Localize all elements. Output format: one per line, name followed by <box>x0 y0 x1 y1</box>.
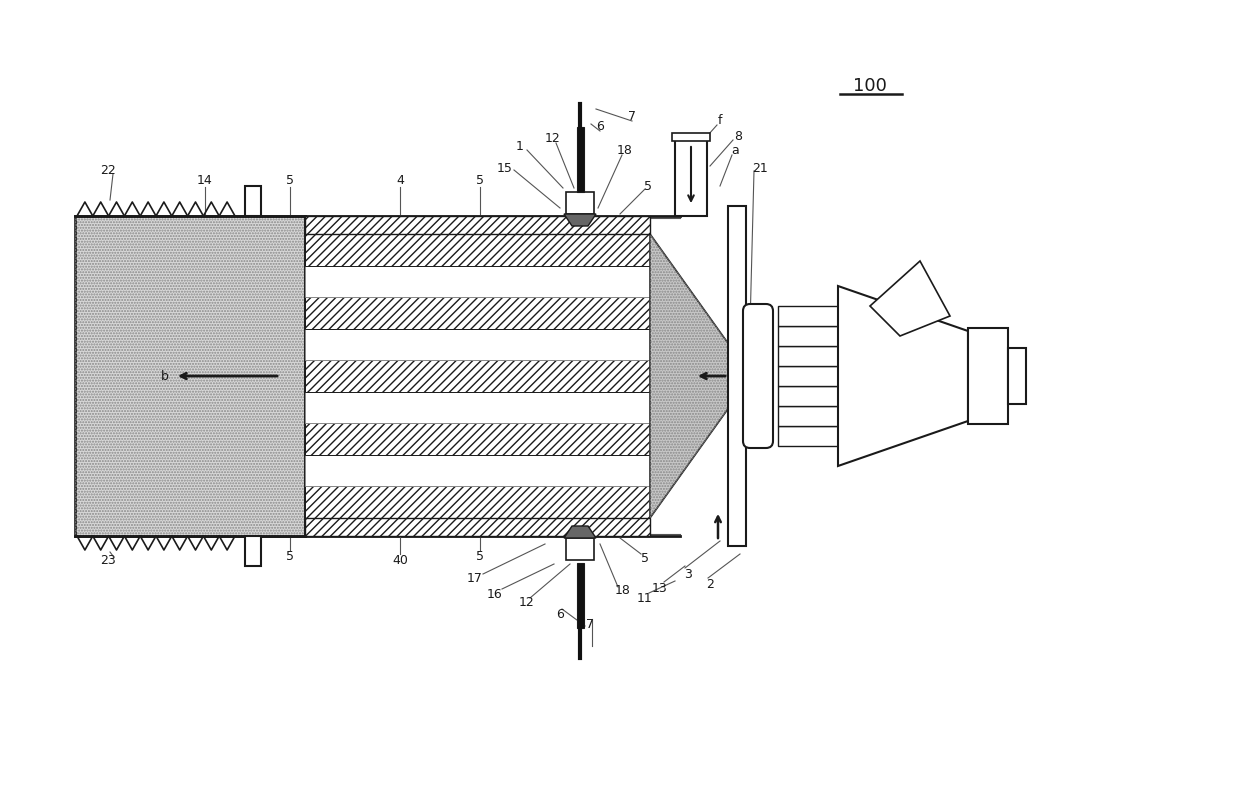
Text: 21: 21 <box>753 161 768 175</box>
Bar <box>777 386 838 406</box>
Bar <box>74 216 305 536</box>
Text: 5: 5 <box>476 175 484 188</box>
Bar <box>565 538 594 560</box>
Text: 14: 14 <box>197 175 213 188</box>
Text: 4: 4 <box>396 175 404 188</box>
Text: 5: 5 <box>641 551 649 564</box>
Text: 5: 5 <box>286 550 294 563</box>
FancyBboxPatch shape <box>743 304 773 448</box>
Text: 6: 6 <box>556 608 564 621</box>
Text: 7: 7 <box>587 617 594 630</box>
Bar <box>675 136 707 216</box>
Bar <box>777 406 838 426</box>
Bar <box>968 328 1008 424</box>
Bar <box>305 297 650 329</box>
Text: 5: 5 <box>286 175 294 188</box>
Text: a: a <box>732 144 739 157</box>
Text: b: b <box>161 369 169 383</box>
Text: 11: 11 <box>637 592 653 605</box>
Bar <box>305 216 650 234</box>
Bar <box>305 265 650 297</box>
Bar <box>74 216 305 536</box>
Text: 5: 5 <box>476 550 484 563</box>
Text: f: f <box>718 114 722 127</box>
Text: 12: 12 <box>520 596 534 609</box>
Text: 23: 23 <box>100 555 115 567</box>
Text: 2: 2 <box>706 578 714 591</box>
Bar <box>565 192 594 214</box>
Text: 17: 17 <box>467 571 482 584</box>
Text: 7: 7 <box>627 110 636 123</box>
Bar <box>305 329 650 360</box>
Bar <box>246 536 260 566</box>
Text: 18: 18 <box>618 144 632 157</box>
Text: 1: 1 <box>516 139 525 152</box>
Bar <box>777 426 838 446</box>
Bar <box>305 392 650 423</box>
Bar <box>305 234 650 265</box>
Bar <box>305 423 650 455</box>
Text: 100: 100 <box>853 77 887 95</box>
Text: 5: 5 <box>644 180 652 193</box>
Bar <box>1008 348 1025 404</box>
Text: 12: 12 <box>546 131 560 144</box>
Polygon shape <box>564 214 596 226</box>
Bar <box>577 127 584 192</box>
Text: 22: 22 <box>100 164 115 177</box>
Polygon shape <box>650 234 730 518</box>
Bar <box>777 346 838 366</box>
Text: 40: 40 <box>392 555 408 567</box>
Polygon shape <box>838 286 968 466</box>
Bar <box>305 360 650 392</box>
Bar <box>777 366 838 386</box>
Bar <box>728 206 746 546</box>
Text: 13: 13 <box>652 581 668 595</box>
Text: 16: 16 <box>487 588 503 600</box>
Bar <box>305 455 650 487</box>
Bar <box>305 518 650 536</box>
Bar <box>305 487 650 518</box>
Bar <box>246 186 260 216</box>
Text: 15: 15 <box>497 161 513 175</box>
Text: 18: 18 <box>615 584 631 597</box>
Polygon shape <box>564 526 596 538</box>
Bar <box>577 563 584 628</box>
Bar <box>777 306 838 326</box>
Text: 8: 8 <box>734 130 742 143</box>
Bar <box>672 133 711 141</box>
Bar <box>777 326 838 346</box>
Text: 6: 6 <box>596 119 604 132</box>
Polygon shape <box>870 261 950 336</box>
Text: 3: 3 <box>684 567 692 580</box>
